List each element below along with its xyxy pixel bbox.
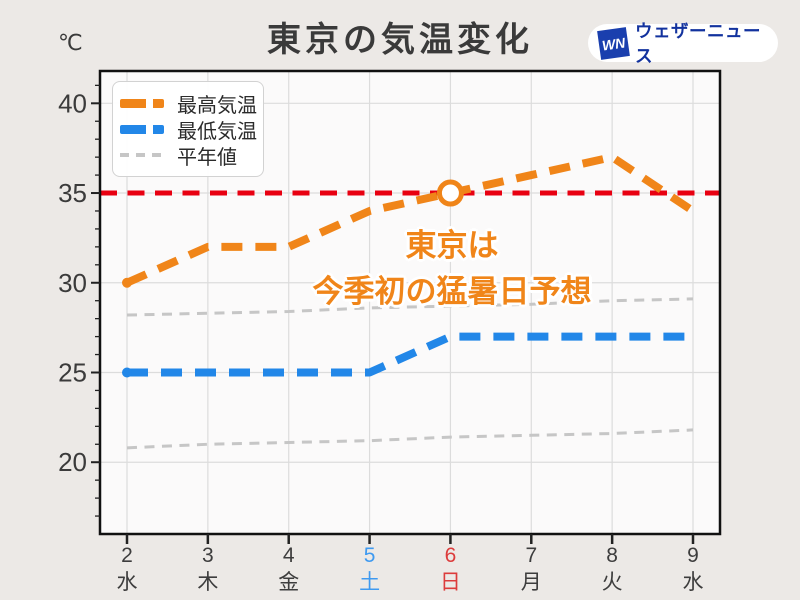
y-tick-label: 30 xyxy=(58,268,87,298)
legend-item-max-temp: 最高気温 xyxy=(120,90,263,117)
x-axis-labels: 2 水 3 木 4 金 5 土 6 日 7 月 8 火 9 水 xyxy=(117,544,704,594)
y-axis-ticks xyxy=(91,84,100,517)
x-axis-ticks xyxy=(125,534,695,544)
x-tick-weekday-label: 水 xyxy=(117,571,138,594)
weathernews-logo: WN ウェザーニュース xyxy=(588,21,778,66)
x-tick-weekday-label: 火 xyxy=(602,571,623,594)
legend-label-normal: 平年値 xyxy=(177,146,237,169)
y-tick-label: 25 xyxy=(58,357,87,387)
page-title: 東京の気温変化 xyxy=(267,21,533,59)
y-axis-unit-label: ℃ xyxy=(58,30,83,55)
y-tick-label: 35 xyxy=(58,178,87,208)
x-tick-day-label: 7 xyxy=(525,544,537,567)
x-tick-day-label: 8 xyxy=(606,544,618,567)
x-tick-weekday-label: 木 xyxy=(197,571,218,594)
min-temp-start-dot xyxy=(122,367,132,378)
x-tick-day-label: 5 xyxy=(364,544,376,567)
min-temp-line-swatch xyxy=(120,124,164,134)
legend-label-max-temp: 最高気温 xyxy=(177,94,257,117)
x-tick-weekday-label: 土 xyxy=(359,571,380,594)
normal-line-swatch xyxy=(120,153,164,157)
x-tick-weekday-label: 月 xyxy=(521,571,542,594)
annotation-line2: 今季初の猛暑日予想 xyxy=(312,274,592,309)
max-temp-start-dot xyxy=(122,277,132,288)
x-tick-day-label: 2 xyxy=(121,544,133,567)
y-axis-labels: 20 25 30 35 40 xyxy=(58,88,87,477)
forecast-annotation: 東京は 今季初の猛暑日予想 xyxy=(252,223,652,315)
annotation-line1: 東京は xyxy=(405,228,499,263)
normal-low-line xyxy=(126,428,694,450)
plot-frame xyxy=(98,69,722,536)
x-tick-weekday-label: 日 xyxy=(440,571,461,594)
y-tick-label: 20 xyxy=(58,447,87,477)
normal-high-line xyxy=(126,297,694,317)
max-temp-line-swatch xyxy=(120,98,164,108)
wn-logo-icon: WN xyxy=(597,26,630,60)
y-tick-label: 40 xyxy=(58,88,87,118)
extreme-heat-day-marker xyxy=(436,179,464,207)
x-tick-day-label: 9 xyxy=(687,544,699,567)
x-tick-weekday-label: 水 xyxy=(683,571,704,594)
max-temp-line xyxy=(125,153,696,287)
x-tick-weekday-label: 金 xyxy=(278,571,299,594)
min-temp-line xyxy=(127,332,693,377)
legend-item-min-temp: 最低気温 xyxy=(120,116,263,143)
weathernews-logo-text: ウェザーニュース xyxy=(635,21,761,66)
legend-label-min-temp: 最低気温 xyxy=(177,120,257,143)
x-tick-day-label: 4 xyxy=(283,544,295,567)
legend-item-normal: 平年値 xyxy=(120,142,263,169)
gridlines xyxy=(100,71,720,534)
legend: 最高気温 最低気温 平年値 xyxy=(112,81,264,177)
x-tick-day-label: 6 xyxy=(445,544,457,567)
x-tick-day-label: 3 xyxy=(202,544,214,567)
